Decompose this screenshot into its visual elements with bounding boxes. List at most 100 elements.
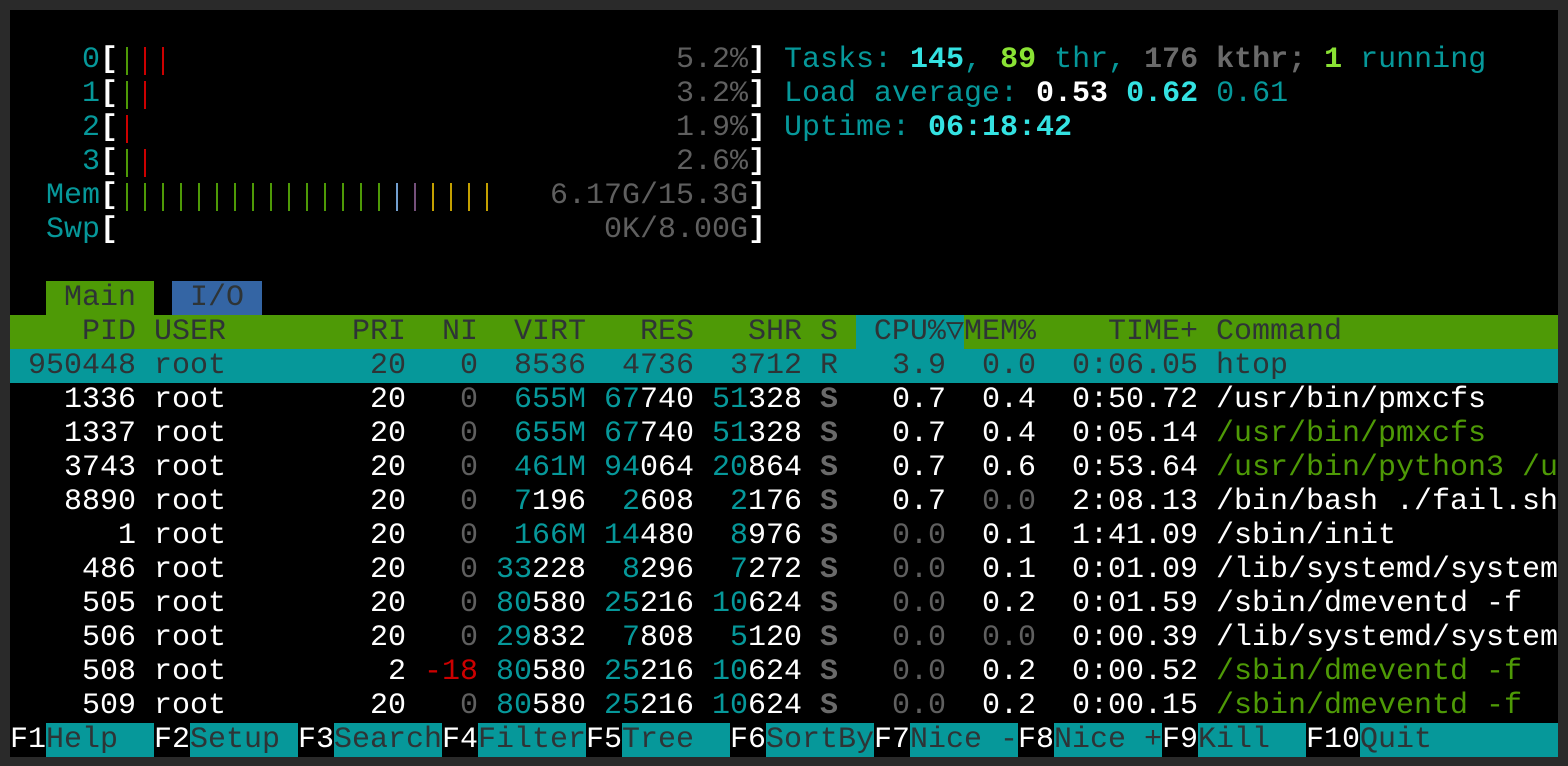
function-key-f6[interactable]: F6 [730,723,767,757]
process-row[interactable]: 505 root 20 0 80580 25216 10624 S 0.0 0.2 0:01.59 /… [10,587,1558,621]
process-cmd: /lib/systemd/system [1216,621,1558,655]
function-f4-label[interactable]: Filter [478,723,587,757]
load-line: Load average: 0.53 0.62 0.61 [784,77,1558,111]
function-f3-label[interactable]: Search [334,723,443,757]
function-key-f1[interactable]: F1 [10,723,47,757]
column-header-cmd[interactable]: Command [1216,315,1343,349]
function-key-f9[interactable]: F9 [1162,723,1199,757]
function-key-f7[interactable]: F7 [874,723,911,757]
uptime-line: Uptime: 06:18:42 [784,111,1558,145]
function-key-f3[interactable]: F3 [298,723,335,757]
load-5: 0.62 [1126,77,1199,111]
process-pri: 20 [369,349,406,383]
column-header-virt[interactable]: VIRT [513,315,586,349]
tab-main[interactable]: Main [46,281,154,315]
column-header-mem[interactable]: MEM% [964,315,1037,349]
process-pri: 20 [369,689,406,723]
process-shr-units: 976 [747,519,802,553]
column-header-pid[interactable]: PID [81,315,136,349]
process-row[interactable]: 950448 root 20 0 8536 4736 3712 R 3.9 0.0 0:06.05 h… [10,349,1558,383]
column-header-res[interactable]: RES [639,315,694,349]
function-key-f8[interactable]: F8 [1018,723,1055,757]
function-f8-label[interactable]: Nice + [1054,723,1163,757]
function-f6-label[interactable]: SortBy [766,723,875,757]
process-shr-thousands: 10 [712,655,749,689]
tab-io[interactable]: I/O [172,281,262,315]
process-cmd: /usr/bin/pmxcfs [1216,417,1487,451]
process-virt-thousands: 80 [496,587,533,621]
meter-bar-segment [478,179,496,213]
process-row[interactable]: 1336 root 20 0 655M 67740 51328 S 0.7 0.4 0:50.72 /… [10,383,1558,417]
column-header-ni[interactable]: NI [441,315,478,349]
process-row[interactable]: 1 root 20 0 166M 14480 8976 S 0.0 0.1 1:41.09/sbin… [10,519,1558,553]
function-f10-label[interactable]: Quit [1360,723,1558,757]
column-header-shr[interactable]: SHR [747,315,802,349]
function-f5-label[interactable]: Tree [622,723,731,757]
process-s: S [820,621,839,655]
function-f7-label[interactable]: Nice - [910,723,1019,757]
process-s: S [820,689,839,723]
process-cmd: /sbin/dmeventd -f [1216,689,1523,723]
process-row[interactable]: 506 root 20 0 29832 7808 5120 S 0.0 0.0 0:00.39/li… [10,621,1558,655]
column-header-user[interactable]: USER [154,315,227,349]
process-cpu: 0.0 [891,689,946,723]
process-time: 0:00.39 [1071,621,1198,655]
process-res-units: 064 [640,451,695,485]
meter-bar [118,111,136,145]
process-row[interactable]: 486 root 20 0 33228 8296 7272 S 0.0 0.1 0:01.09/li… [10,553,1558,587]
load-1: 0.53 [1036,77,1109,111]
process-row[interactable]: 8890 root 20 0 7196 2608 2176 S 0.7 0.0 2:08.13/bi… [10,485,1558,519]
process-shr-thousands: 5 [729,621,748,655]
function-key-f4[interactable]: F4 [442,723,479,757]
column-header-s[interactable]: S [820,315,839,349]
meter-label: 0 [81,43,100,77]
meter-bar-segment [334,179,352,213]
process-row[interactable]: 1337 root 20 0 655M 67740 51328 S 0.7 0.4 0:05.14 /… [10,417,1558,451]
process-s: S [820,383,839,417]
process-virt-value: 29832 [496,621,586,655]
process-shr-value: 10624 [712,655,802,689]
process-virt-value: 80580 [496,587,586,621]
process-s: S [820,553,839,587]
function-key-f5[interactable]: F5 [586,723,623,757]
process-mem: 0.1 [981,553,1036,587]
process-res-units: 216 [640,587,695,621]
load-15: 0.61 [1216,77,1289,111]
cpu-0-meter: 0[5.2%] [10,43,1558,77]
column-header: PID USER PRI NI VIRT RES SHR S CPU%▽ MEM% TIME+ Com… [10,315,1558,349]
column-header-pri[interactable]: PRI [352,315,407,349]
function-key-f10[interactable]: F10 [1306,723,1361,757]
function-f1-label[interactable]: Help [46,723,155,757]
process-virt: 8536 [513,349,586,383]
process-row[interactable]: 3743 root 20 0 461M 94064 20864 S 0.7 0.6 0:53.64/… [10,451,1558,485]
function-f9-label[interactable]: Kill [1198,723,1307,757]
meter-bar-segment [406,179,424,213]
process-user: root [154,451,227,485]
process-pri: 20 [369,519,406,553]
process-row[interactable]: 508 root 2 -18 80580 25216 10624 S 0.0 0.2 0:00.52… [10,655,1558,689]
function-key-f2[interactable]: F2 [154,723,191,757]
tab-bar: Main I/O [10,281,1558,315]
meter-bar [118,179,496,213]
process-ni: 0 [459,417,478,451]
column-header-time[interactable]: TIME+ [1107,315,1198,349]
process-res-value: 25216 [604,689,694,723]
process-row[interactable]: 509 root 20 0 80580 25216 10624 S 0.0 0.2 0:00.15 /… [10,689,1558,723]
process-res-units: 740 [640,417,695,451]
process-res-thousands: 2 [621,485,640,519]
process-pid: 508 [81,655,136,689]
process-shr-units: 864 [748,451,803,485]
process-user: root [154,519,227,553]
process-ni: 0 [459,485,478,519]
process-pri: 20 [369,383,406,417]
function-f2-label[interactable]: Setup [190,723,299,757]
column-header-cpu[interactable]: CPU%▽ [856,315,964,349]
process-virt-thousands: 80 [496,655,533,689]
process-s: S [820,451,839,485]
process-cpu: 0.0 [891,655,946,689]
process-res-thousands: 67 [604,383,641,417]
process-virt-value: 461M [513,451,586,485]
process-mem: 0.0 [981,485,1036,519]
meter-bar-segment [298,179,316,213]
htop-terminal: 0[5.2%] 1[3.2%] 2[1.9%] 3[2.6%] Mem[6.17G/15… [10,10,1558,757]
